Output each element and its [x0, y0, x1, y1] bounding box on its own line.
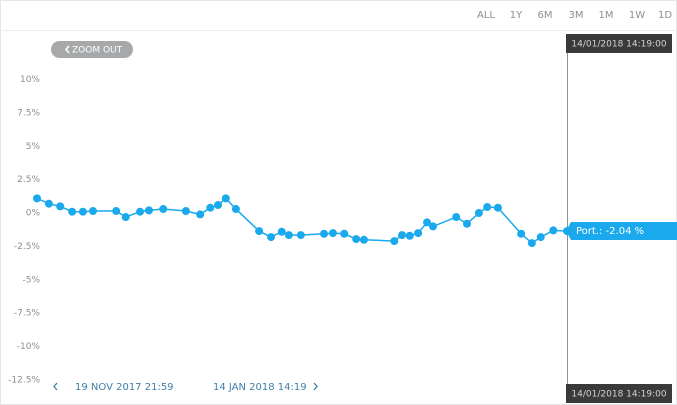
- point: [33, 194, 41, 203]
- point: [390, 237, 399, 246]
- point: [405, 231, 414, 240]
- point: [352, 235, 361, 244]
- point: [328, 229, 337, 238]
- point: [536, 233, 545, 242]
- tooltip-bg: [566, 222, 677, 240]
- range-button[interactable]: 6M: [538, 10, 553, 21]
- range-button[interactable]: 1D: [658, 10, 672, 21]
- point: [483, 203, 492, 212]
- crosshair-bottom-bg: [566, 384, 672, 403]
- y-tick-label: 7.5%: [17, 108, 40, 118]
- y-tick-label: -5%: [22, 275, 40, 285]
- range-button[interactable]: 1Y: [510, 10, 523, 21]
- point: [452, 213, 461, 222]
- range-button[interactable]: 3M: [569, 10, 584, 21]
- y-tick-label: -10%: [17, 342, 41, 352]
- point: [121, 213, 130, 222]
- point: [112, 207, 121, 216]
- point: [277, 227, 286, 236]
- point: [44, 199, 53, 208]
- crosshair-time: 14/01/2018 14:19:00: [571, 40, 666, 50]
- point: [214, 201, 223, 210]
- y-tick-label: -12.5%: [8, 376, 40, 386]
- point: [78, 207, 87, 216]
- point: [340, 229, 349, 238]
- point: [462, 219, 471, 228]
- point: [474, 209, 483, 218]
- point: [527, 239, 536, 248]
- chevron-icon: [64, 45, 70, 54]
- y-tick-label: 5%: [26, 142, 41, 152]
- nav-next[interactable]: [313, 382, 318, 391]
- range-button[interactable]: ALL: [477, 10, 495, 21]
- y-tick-label: 10%: [20, 75, 40, 85]
- point: [414, 229, 423, 238]
- crosshair-time: 14/01/2018 14:19:00: [571, 390, 666, 400]
- y-tick-label: 0%: [26, 209, 41, 219]
- point: [206, 203, 215, 212]
- crosshair-top-bg: [566, 34, 672, 53]
- point: [255, 227, 264, 236]
- point: [423, 218, 432, 227]
- range-button[interactable]: 1M: [599, 10, 614, 21]
- point: [398, 231, 407, 240]
- point: [549, 226, 558, 235]
- range-button[interactable]: 1W: [629, 10, 645, 21]
- point: [284, 231, 293, 240]
- tooltip: Port.: -2.04 %: [576, 226, 644, 237]
- point: [231, 205, 240, 214]
- point: [136, 207, 145, 216]
- zoom-out-button[interactable]: ZOOM OUT: [51, 41, 133, 58]
- y-tick-label: -2.5%: [14, 242, 41, 252]
- point: [68, 207, 77, 216]
- point: [144, 206, 153, 215]
- zoom-out-bg[interactable]: [51, 41, 133, 58]
- point: [429, 222, 438, 231]
- point: [56, 202, 65, 211]
- y-tick-label: -7.5%: [14, 309, 41, 319]
- y-tick-label: 2.5%: [17, 175, 40, 185]
- point: [296, 231, 305, 240]
- zoom-out-label[interactable]: ZOOM OUT: [72, 46, 123, 56]
- point: [196, 210, 205, 219]
- nav-start: 19 NOV 2017 21:59: [75, 382, 174, 393]
- point: [493, 203, 502, 212]
- point: [181, 207, 190, 216]
- point: [267, 233, 276, 242]
- point: [221, 194, 230, 203]
- nav-end: 14 JAN 2018 14:19: [213, 382, 307, 393]
- point: [88, 207, 97, 216]
- point: [517, 229, 526, 238]
- nav-prev[interactable]: [53, 382, 58, 391]
- point: [159, 205, 168, 214]
- point: [359, 235, 368, 244]
- point: [320, 229, 329, 238]
